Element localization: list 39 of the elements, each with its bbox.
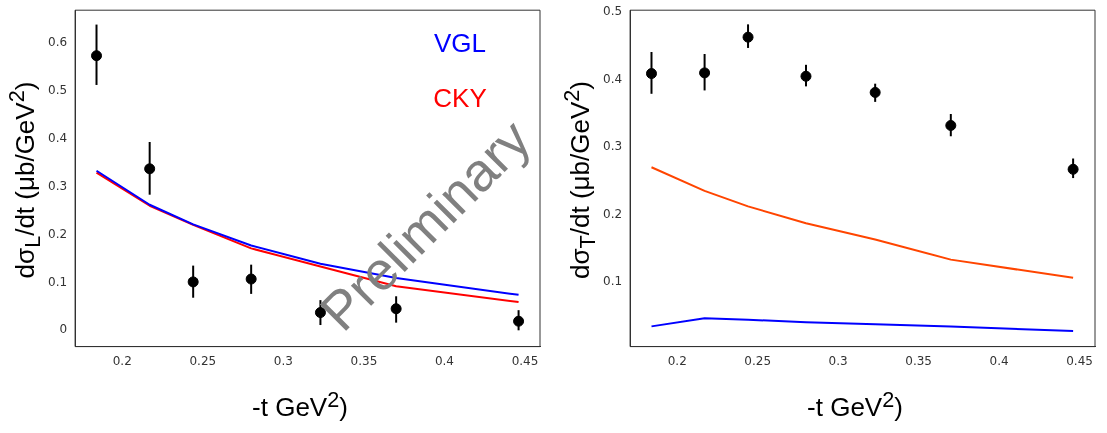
text: VGL [433, 28, 487, 59]
point [1067, 163, 1079, 175]
y-tick-label: 0.1 [47, 274, 68, 289]
y-tick-label: 0.1 [602, 274, 623, 289]
text: CKY [433, 83, 487, 114]
y-tick-label: 0.5 [602, 4, 623, 19]
x-tick-label: 0.4 [989, 353, 1009, 368]
y-tick-label: 0.6 [47, 34, 68, 49]
x-tick-label: 0.3 [828, 353, 848, 368]
point [144, 163, 156, 175]
x-tick-label: 0.35 [350, 353, 378, 368]
x-tick-label: 0.25 [189, 353, 217, 368]
point [245, 273, 257, 285]
point [187, 276, 199, 288]
point [699, 67, 711, 79]
y-tick-label: 0.4 [47, 130, 68, 145]
point [869, 86, 881, 98]
x-axis-title: -t GeV$^{2}$) [807, 386, 903, 424]
x-tick-label: 0.35 [905, 353, 932, 368]
y-tick-label: 0.3 [602, 139, 623, 154]
y-tick-label: 0.2 [602, 206, 623, 221]
x-axis-title: -t GeV$^{2}$) [252, 386, 348, 424]
x-tick-label: 0.4 [434, 353, 455, 368]
x-tick-label: 0.2 [667, 353, 687, 368]
point [91, 50, 103, 62]
x-tick-label: 0.45 [1066, 353, 1093, 368]
x-tick-label: 0.3 [273, 353, 293, 368]
x-tick-label: 0.45 [511, 353, 539, 368]
y-tick-label: 0.4 [602, 71, 623, 86]
point [800, 70, 812, 82]
point [742, 31, 754, 43]
x-tick-label: 0.25 [744, 353, 772, 368]
y-tick-label: 0 [59, 322, 68, 337]
y-tick-label: 0.2 [47, 226, 68, 241]
point [645, 68, 657, 80]
y-tick-label: 0.3 [47, 178, 68, 193]
y-tick-label: 0.5 [47, 82, 68, 97]
point [945, 119, 957, 131]
x-tick-label: 0.2 [112, 353, 132, 368]
